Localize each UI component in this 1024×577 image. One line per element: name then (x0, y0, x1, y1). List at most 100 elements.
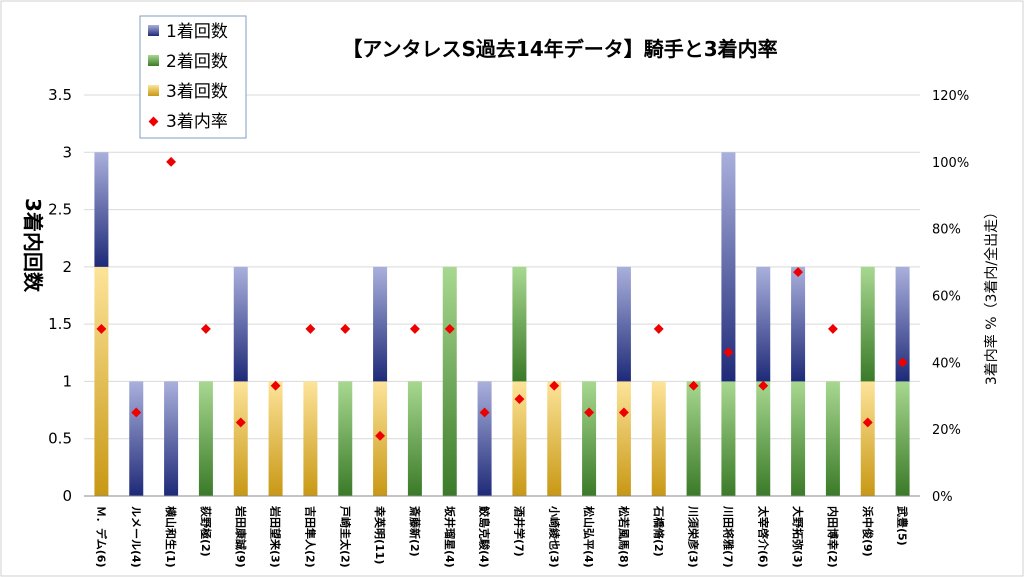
x-tick-label: 武豊(5) (896, 506, 910, 546)
legend-swatch-third (148, 85, 159, 96)
x-tick-label: 石橋脩(2) (652, 505, 666, 557)
bar-first (164, 381, 179, 496)
bar-third (94, 266, 109, 496)
rate-point (584, 407, 595, 418)
bar-second (791, 381, 806, 496)
bar-third (512, 381, 527, 496)
rate-point (793, 267, 804, 278)
rate-point (305, 323, 316, 334)
bar-third (616, 381, 631, 496)
x-tick-label: 幸英明(11) (373, 506, 387, 564)
rate-point (444, 323, 455, 334)
bar-second (895, 381, 910, 496)
legend-marker-rate (148, 116, 159, 127)
bars (94, 152, 910, 496)
y2-tick-label: 120% (932, 89, 969, 104)
bar-first (791, 266, 806, 382)
x-tick-label: 松若風馬(8) (617, 506, 631, 568)
bar-second (442, 266, 457, 496)
bar-second (721, 381, 736, 496)
legend: 1着回数 2着回数 3着回数 3着内率 (139, 15, 247, 139)
bar-second (198, 381, 213, 496)
bar-third (303, 381, 318, 496)
rate-point (270, 380, 281, 391)
bar-first (477, 381, 492, 496)
x-tick-label: 岩田望来(3) (269, 505, 283, 568)
rate-points (96, 156, 908, 441)
bar-second (756, 381, 771, 496)
y-tick-label: 1.5 (48, 315, 72, 333)
y2-tick-label: 60% (932, 290, 961, 305)
rate-point (409, 323, 420, 334)
bar-first (233, 266, 248, 382)
y-axis-ticks: 0 0.5 1 1.5 2 2.5 3 3.5 (48, 86, 72, 505)
y2-tick-label: 100% (932, 156, 969, 171)
y2-tick-label: 20% (932, 423, 961, 438)
rate-point (723, 347, 734, 358)
rate-point (897, 357, 908, 368)
x-tick-label: 太宰啓介(6) (756, 505, 770, 568)
bar-third (860, 381, 875, 496)
x-tick-label: 横山和生(1) (164, 506, 178, 568)
x-tick-label: 坂井瑠星(4) (443, 506, 457, 568)
x-tick-label: 鮫島克駿(4) (478, 506, 492, 568)
rate-point (166, 156, 177, 167)
rate-point (235, 417, 246, 428)
rate-point (479, 407, 490, 418)
rate-point (514, 394, 525, 405)
bar-third (651, 381, 666, 496)
x-tick-label: 吉田隼人(2) (303, 506, 317, 568)
y-tick-label: 2.5 (48, 201, 72, 219)
bar-third (547, 381, 562, 496)
y2-axis-ticks: 0% 20% 40% 60% 80% 100% 120% (932, 89, 969, 505)
y2-tick-label: 0% (932, 490, 953, 505)
x-tick-label: 酒井学(7) (512, 506, 526, 557)
legend-box (139, 15, 247, 139)
bar-first (721, 152, 736, 382)
bar-third (268, 381, 283, 496)
x-tick-label: 川田将雅(7) (721, 505, 735, 568)
x-tick-label: 岩田康誠(9) (234, 505, 248, 568)
y-tick-label: 2 (62, 258, 72, 276)
bar-third (233, 381, 248, 496)
y-tick-label: 0.5 (48, 430, 72, 448)
legend-label-third: 3着回数 (166, 82, 228, 102)
x-axis-ticks: Ｍ．デム(6) ルメール(4) 横山和生(1) 荻野極(2) 岩田康誠(9) 岩田望来(3… (94, 505, 909, 568)
rate-point (340, 323, 351, 334)
gridlines (84, 94, 920, 440)
rate-point (375, 430, 386, 441)
y-tick-label: 3 (62, 143, 72, 161)
legend-swatch-first (148, 25, 159, 36)
rate-point (827, 323, 838, 334)
x-tick-label: 大野拓弥(3) (791, 506, 805, 568)
legend-swatch-second (148, 55, 159, 66)
rate-point (688, 380, 699, 391)
x-tick-label: 斎藤新(2) (408, 506, 422, 557)
legend-label-rate: 3着内率 (166, 112, 228, 132)
bar-first (756, 266, 771, 382)
x-tick-label: 松山弘平(4) (582, 506, 596, 568)
x-tick-label: 小崎綾也(3) (547, 505, 561, 568)
rate-point (862, 417, 873, 428)
bar-first (373, 266, 388, 382)
y2-tick-label: 80% (932, 223, 961, 238)
bar-second (512, 266, 527, 382)
x-tick-label: ルメール(4) (129, 506, 142, 568)
rate-point (758, 380, 769, 391)
rate-point (618, 407, 629, 418)
y-tick-label: 1 (62, 372, 72, 390)
y-axis-label: 3着内回数 (21, 198, 45, 293)
bar-first (129, 381, 144, 496)
x-tick-label: 荻野極(2) (199, 506, 213, 557)
rate-point (131, 407, 142, 418)
bar-second (860, 266, 875, 382)
x-tick-label: 川須栄彦(3) (687, 505, 701, 568)
rate-point (549, 380, 560, 391)
bar-first (895, 266, 910, 382)
x-tick-label: 内田博幸(2) (826, 506, 840, 568)
y2-axis-label: 3着内率 %（3着内/全出走） (983, 205, 1000, 385)
rate-point (200, 323, 211, 334)
legend-label-second: 2着回数 (166, 52, 228, 72)
